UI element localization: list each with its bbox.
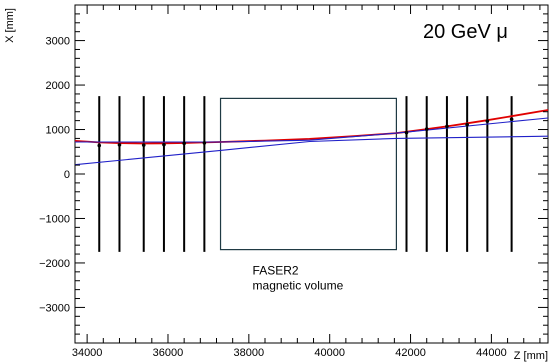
hit-point [404, 130, 409, 135]
y-tick-label: −1000 [39, 213, 70, 225]
track-line [74, 135, 549, 166]
x-tick-label: 40000 [314, 347, 345, 359]
x-axis-title: Z [mm] [514, 350, 548, 362]
hit-point [182, 141, 186, 146]
particle-label: 20 GeV μ [423, 21, 508, 43]
y-tick-label: −3000 [39, 302, 70, 314]
hit-point [509, 117, 514, 122]
hit-point [117, 143, 122, 147]
hit-point [141, 143, 146, 147]
y-tick-label: 3000 [46, 36, 70, 48]
x-tick-label: 44000 [476, 347, 507, 359]
x-tick-label: 38000 [234, 347, 265, 359]
hit-point [97, 143, 102, 148]
hit-point [424, 127, 429, 131]
magnet-volume-box [219, 97, 397, 251]
plot-frame [74, 4, 549, 344]
x-tick-label: 36000 [153, 347, 184, 359]
magnet-volume-label-line: FASER2 [253, 264, 299, 278]
hit-point [202, 141, 207, 145]
axes-layer: 34000 36000 38000 40000 42000 44000 −3000 −2000… [39, 4, 548, 359]
hit-point [445, 124, 449, 129]
hit-point [162, 142, 166, 147]
detector-planes-layer [98, 96, 513, 252]
y-axis-title: X [mm] [4, 8, 16, 43]
y-tick-label: 2000 [46, 80, 70, 92]
hit-point [485, 119, 490, 123]
hit-point [465, 122, 469, 127]
magnet-volume-label-line: magnetic volume [253, 279, 344, 293]
x-tick-label: 42000 [395, 347, 426, 359]
y-tick-label: 0 [64, 169, 70, 181]
x-tick-label: 34000 [72, 347, 103, 359]
hit-points-layer [97, 117, 514, 148]
y-tick-label: 1000 [46, 125, 70, 137]
y-tick-label: −2000 [39, 258, 70, 270]
